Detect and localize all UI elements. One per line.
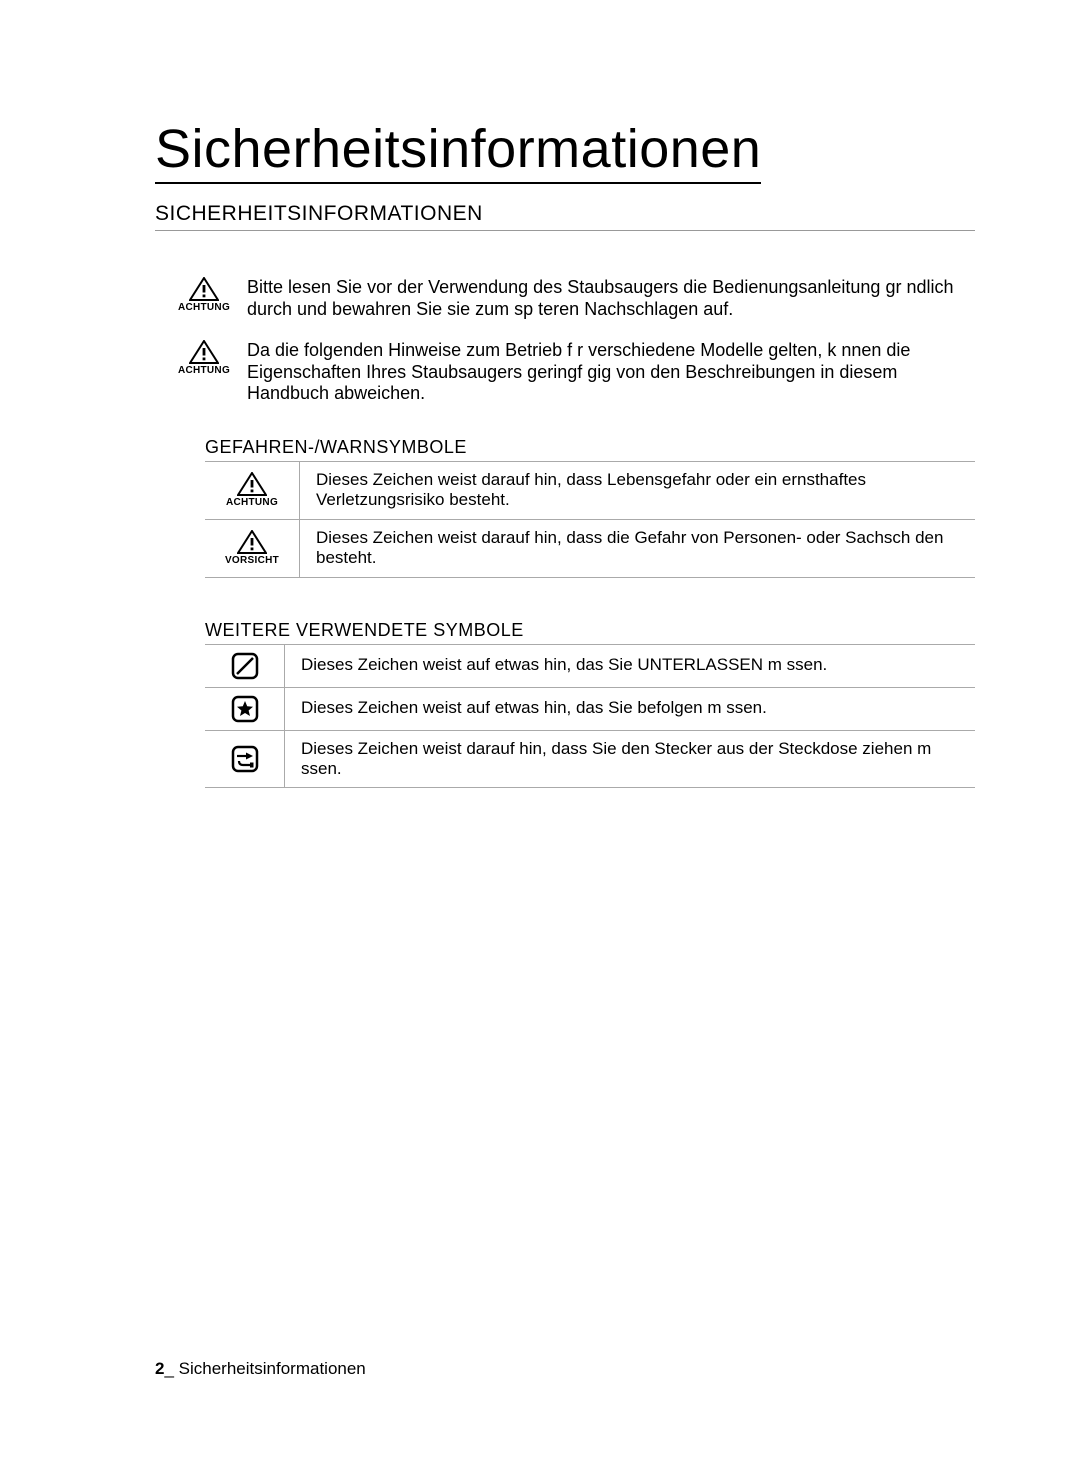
section2-row2-text: Dieses Zeichen weist auf etwas hin, das … (285, 688, 767, 730)
section1-heading: GEFAHREN-/WARNSYMBOLE (205, 437, 975, 462)
page-subtitle: SICHERHEITSINFORMATIONEN (155, 202, 975, 231)
footer-section-name: Sicherheitsinformationen (179, 1359, 366, 1378)
achtung-symbol-cell: ACHTUNG (205, 462, 300, 519)
section2-row-1: Dieses Zeichen weist auf etwas hin, das … (205, 645, 975, 688)
prohibit-symbol-cell (205, 645, 285, 687)
intro-warning-2: ACHTUNG Da die folgenden Hinweise zum Be… (173, 340, 975, 405)
title-text: Sicherheitsinformationen (155, 118, 761, 184)
section1-row1-text: Dieses Zeichen weist darauf hin, dass Le… (300, 462, 975, 519)
footer-separator: _ (164, 1359, 178, 1378)
section2-row-3: Dieses Zeichen weist darauf hin, dass Si… (205, 731, 975, 789)
warning-triangle-icon (189, 277, 219, 301)
warning-icon-label: ACHTUNG (178, 302, 230, 313)
section2-row-2: Dieses Zeichen weist auf etwas hin, das … (205, 688, 975, 731)
document-page: Sicherheitsinformationen SICHERHEITSINFO… (0, 0, 1080, 1479)
intro-warning-1: ACHTUNG Bitte lesen Sie vor der Verwendu… (173, 277, 975, 320)
section2-row3-text: Dieses Zeichen weist darauf hin, dass Si… (285, 731, 975, 788)
section2-heading: WEITERE VERWENDETE SYMBOLE (205, 620, 975, 645)
follow-symbol-cell (205, 688, 285, 730)
vorsicht-symbol-cell: VORSICHT (205, 520, 300, 577)
symbol-label: VORSICHT (225, 555, 279, 566)
warning-icon-block: ACHTUNG (173, 340, 235, 376)
intro-text-1: Bitte lesen Sie vor der Verwendung des S… (235, 277, 975, 320)
warning-icon-block: ACHTUNG (173, 277, 235, 313)
section1-row2-text: Dieses Zeichen weist darauf hin, dass di… (300, 520, 975, 577)
section2-body: Dieses Zeichen weist auf etwas hin, das … (155, 645, 975, 789)
page-title: Sicherheitsinformationen (155, 118, 975, 202)
unplug-symbol-cell (205, 731, 285, 788)
unplug-icon (230, 744, 260, 774)
section1-row-2: VORSICHT Dieses Zeichen weist darauf hin… (205, 520, 975, 578)
symbol-label: ACHTUNG (226, 497, 278, 508)
section1-row-1: ACHTUNG Dieses Zeichen weist darauf hin,… (205, 462, 975, 520)
warning-triangle-icon (189, 340, 219, 364)
page-footer: 2_ Sicherheitsinformationen (155, 1359, 366, 1379)
warning-triangle-icon (237, 472, 267, 496)
section2-row1-text: Dieses Zeichen weist auf etwas hin, das … (285, 645, 827, 687)
warning-icon-label: ACHTUNG (178, 365, 230, 376)
intro-text-2: Da die folgenden Hinweise zum Betrieb f … (235, 340, 975, 405)
prohibit-icon (230, 651, 260, 681)
warning-triangle-icon (237, 530, 267, 554)
star-box-icon (230, 694, 260, 724)
